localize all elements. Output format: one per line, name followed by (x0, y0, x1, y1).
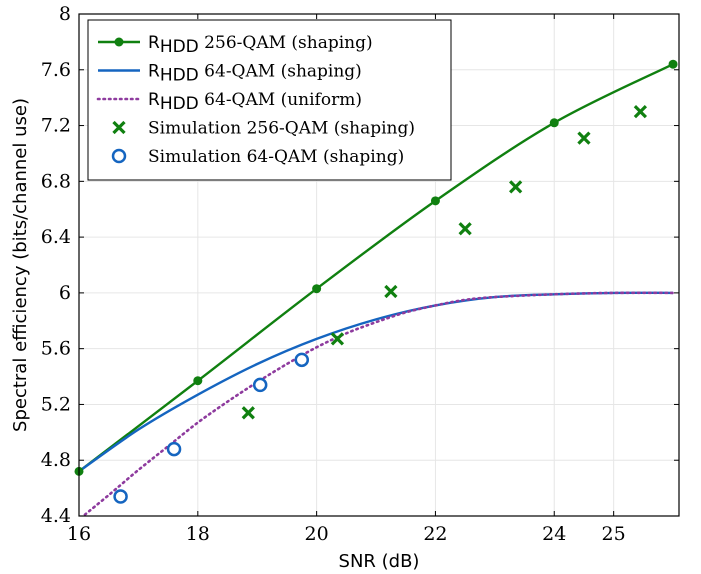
data-point (312, 284, 322, 294)
x-axis-label: SNR (dB) (339, 551, 420, 572)
data-point (111, 148, 127, 164)
y-tick-label: 5.2 (41, 393, 71, 415)
series-line (79, 63, 674, 473)
x-axis-ticks: 16 18 20 22 24 25 (67, 14, 626, 545)
plot-area (74, 59, 678, 516)
data-point (458, 222, 472, 236)
x-tick-label: 18 (186, 523, 210, 545)
data-point (113, 489, 128, 504)
data-point (166, 441, 182, 457)
data-point (252, 377, 268, 393)
data-point (668, 59, 678, 69)
y-tick-label: 5.6 (41, 338, 71, 360)
y-tick-label: 6.4 (41, 226, 71, 248)
y-tick-label: 4.4 (41, 505, 71, 527)
data-point (509, 180, 523, 194)
data-point (330, 332, 345, 346)
data-point (294, 352, 310, 368)
data-point (112, 120, 126, 135)
legend-box (87, 19, 452, 181)
x-tick-label: 24 (542, 523, 566, 545)
legend-label: RHDD 256-QAM (shaping) (148, 33, 373, 57)
legend-label: Simulation 256-QAM (shaping) (148, 119, 415, 139)
y-tick-label: 6.8 (41, 170, 71, 192)
data-point (633, 104, 648, 119)
y-axis-ticks: 4.4 4.8 5.2 5.6 6 6.4 6.8 7.2 7.6 8 (41, 3, 679, 527)
y-tick-label: 4.8 (41, 449, 71, 471)
legend-label: RHDD 64-QAM (uniform) (148, 90, 362, 114)
legend-label: RHDD 64-QAM (shaping) (148, 62, 362, 86)
data-point (549, 118, 559, 128)
marker-layer (74, 59, 678, 504)
y-tick-label: 8 (59, 3, 71, 25)
data-point (577, 131, 591, 145)
x-tick-label: 22 (423, 523, 447, 545)
data-point (430, 196, 440, 206)
y-tick-label: 7.2 (41, 115, 71, 137)
legend-label: Simulation 64-QAM (shaping) (148, 147, 404, 167)
series-layer (79, 63, 675, 516)
y-tick-label: 7.6 (41, 59, 71, 81)
x-tick-label: 25 (602, 523, 626, 545)
data-point (384, 284, 398, 299)
series-line (79, 291, 674, 473)
y-axis-label: Spectral efficiency (bits/channel use) (10, 98, 31, 432)
plot-frame (78, 13, 680, 517)
x-tick-label: 16 (67, 523, 91, 545)
data-point (241, 406, 255, 420)
legend: RHDD 256-QAM (shaping) RHDD 64-QAM (shapi… (87, 19, 452, 181)
legend-marker (114, 37, 124, 47)
data-point (193, 376, 203, 386)
x-tick-label: 20 (305, 523, 329, 545)
series-line (83, 291, 675, 516)
y-tick-label: 6 (59, 282, 71, 304)
